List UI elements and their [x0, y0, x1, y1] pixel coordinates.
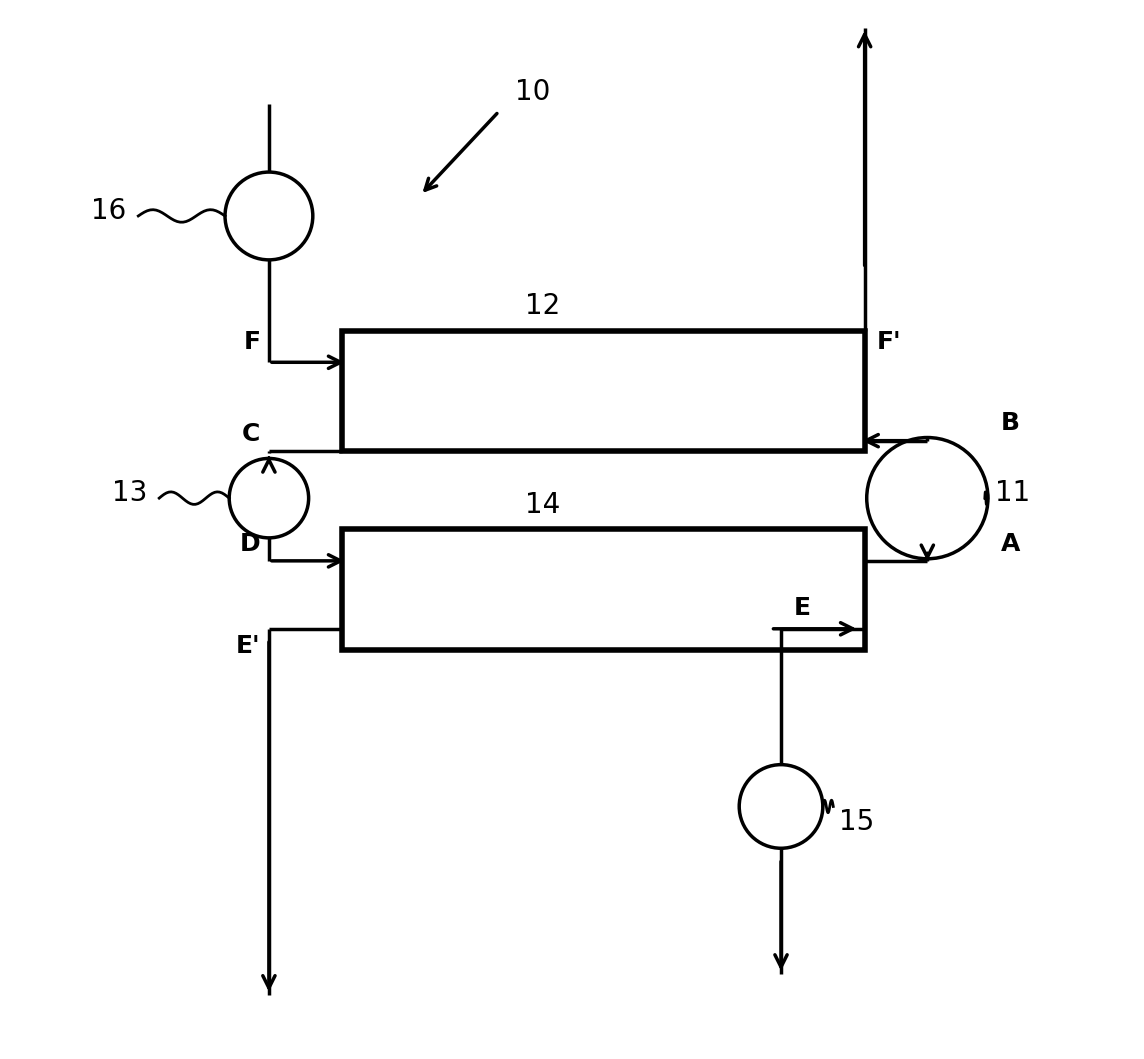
Text: 11: 11	[995, 479, 1031, 507]
Text: F': F'	[877, 330, 901, 354]
Text: E: E	[794, 596, 811, 621]
Text: F: F	[244, 330, 261, 354]
Text: D: D	[240, 532, 261, 556]
Text: E': E'	[236, 634, 261, 658]
Bar	[342, 330, 865, 451]
Text: 16: 16	[92, 197, 127, 225]
Text: C: C	[243, 421, 261, 446]
Text: 14: 14	[525, 491, 561, 519]
Text: B: B	[1001, 412, 1019, 435]
Text: 15: 15	[839, 808, 874, 837]
Text: 12: 12	[525, 292, 561, 321]
Text: 13: 13	[112, 479, 148, 507]
Text: 10: 10	[515, 78, 550, 106]
Text: A: A	[1001, 532, 1019, 556]
Bar	[342, 530, 865, 649]
